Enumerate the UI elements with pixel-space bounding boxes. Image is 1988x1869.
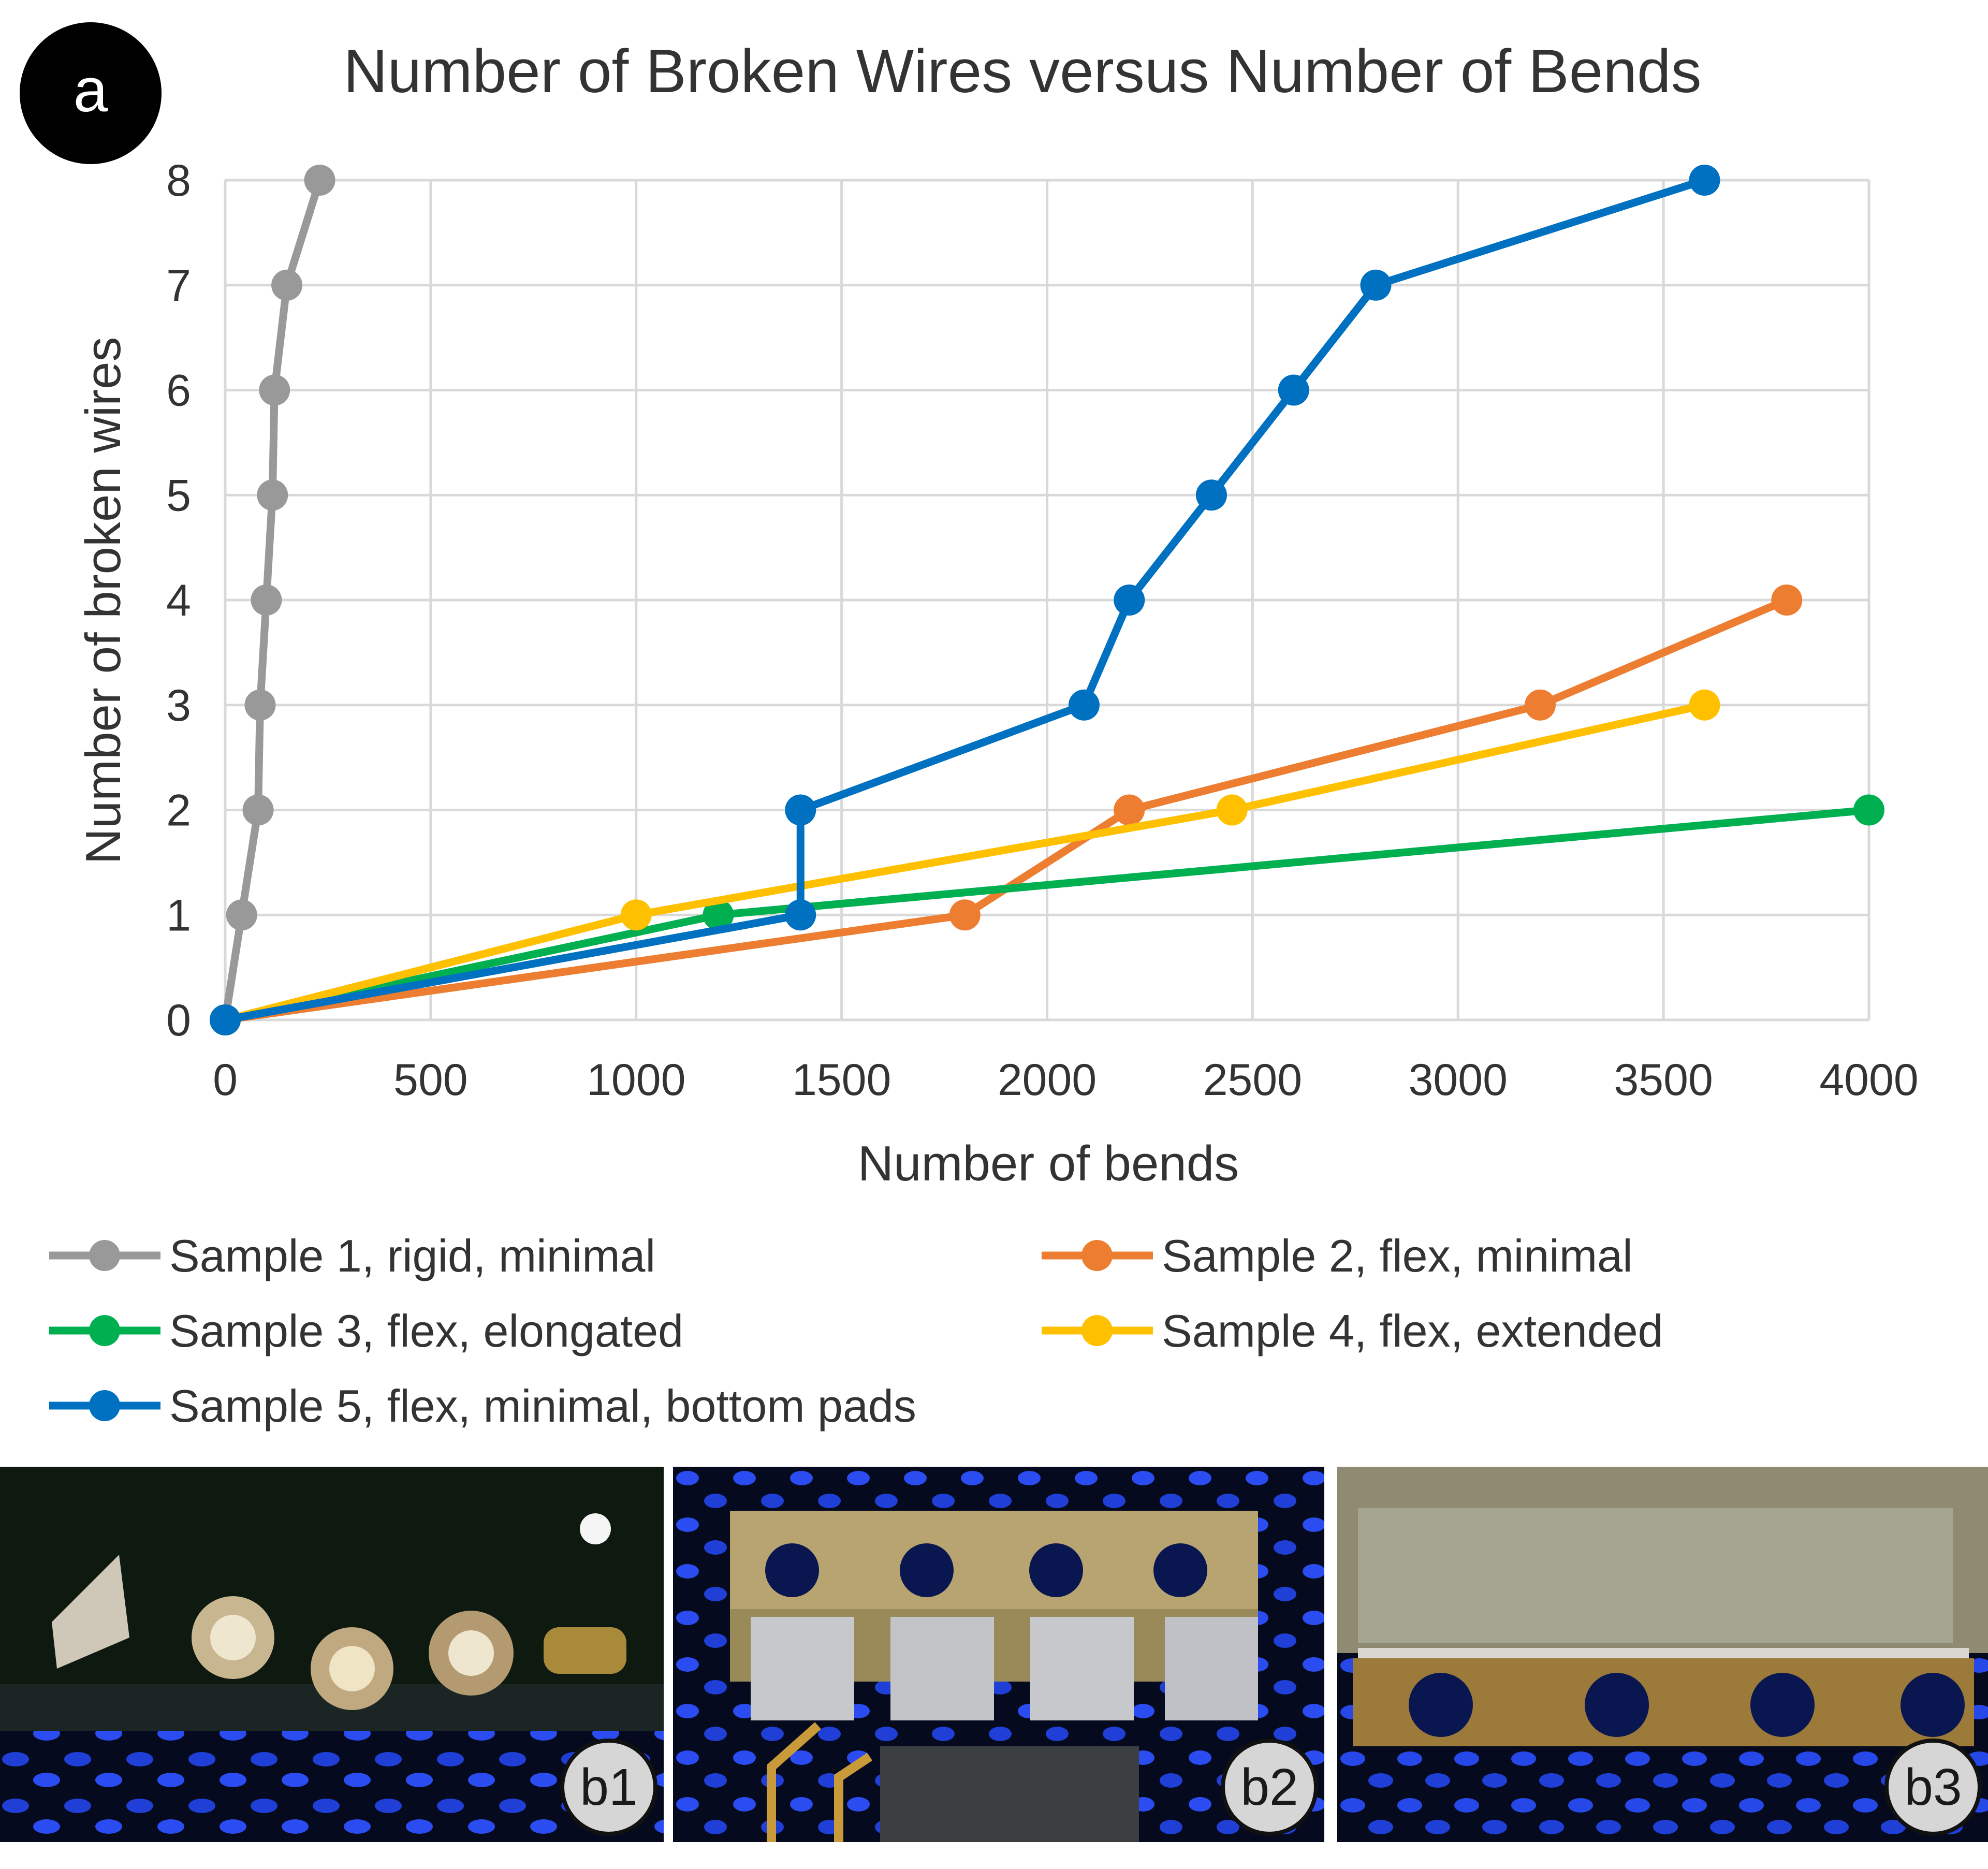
x-axis-label: Number of bends <box>858 1136 1239 1191</box>
data-point <box>1689 165 1720 196</box>
data-point <box>1853 794 1884 826</box>
panel-label: a <box>74 55 108 125</box>
data-point <box>1360 269 1392 301</box>
legend-marker <box>1081 1240 1113 1271</box>
data-point <box>785 794 816 826</box>
photo-b3-image <box>1337 1467 1988 1842</box>
legend-marker <box>89 1315 120 1346</box>
data-point <box>1196 479 1227 511</box>
x-tick-label: 1500 <box>792 1055 891 1105</box>
data-point <box>1278 374 1309 406</box>
x-tick-label: 3000 <box>1409 1055 1508 1105</box>
y-tick-label: 0 <box>166 996 191 1045</box>
legend-label: Sample 3, flex, elongated <box>169 1305 683 1356</box>
photo-b3-label: b3 <box>1884 1739 1982 1836</box>
chart-title: Number of Broken Wires versus Number of … <box>343 37 1701 106</box>
photo-b1: b1 <box>0 1467 664 1842</box>
chart: 0 500 1000 1500 2000 2500 3000 3500 4000 0 1 2 3 4 5 6 7… <box>20 22 1919 1432</box>
data-point <box>226 899 257 931</box>
series-lines <box>210 165 1884 1035</box>
data-point <box>1114 794 1145 826</box>
legend-item: Sample 5, flex, minimal, bottom pads <box>49 1380 916 1432</box>
data-point <box>259 374 290 406</box>
y-tick-label: 7 <box>166 261 191 311</box>
data-point <box>251 585 282 616</box>
data-point <box>1216 794 1248 826</box>
legend-label: Sample 2, flex, minimal <box>1162 1230 1633 1281</box>
data-point <box>949 899 981 931</box>
y-tick-label: 4 <box>166 576 191 625</box>
y-tick-label: 2 <box>166 786 191 836</box>
series-line <box>224 701 1706 1024</box>
data-point <box>1068 689 1100 721</box>
y-tick-label: 6 <box>166 366 191 416</box>
legend-label: Sample 4, flex, extended <box>1162 1305 1663 1356</box>
y-tick-label: 5 <box>166 471 191 520</box>
legend-label: Sample 1, rigid, minimal <box>169 1230 655 1281</box>
x-tick-label: 4000 <box>1819 1055 1918 1105</box>
data-point <box>620 899 652 931</box>
x-tick-label: 3500 <box>1614 1055 1713 1105</box>
legend-marker <box>89 1240 120 1271</box>
series-1 <box>210 165 335 1035</box>
data-point <box>271 269 303 301</box>
legend-item: Sample 4, flex, extended <box>1042 1305 1663 1356</box>
legend-item: Sample 1, rigid, minimal <box>49 1230 655 1281</box>
data-point <box>304 165 335 196</box>
data-point <box>1525 689 1556 721</box>
data-point <box>1689 689 1720 721</box>
legend-label: Sample 5, flex, minimal, bottom pads <box>169 1380 916 1432</box>
y-tick-label: 3 <box>166 681 191 731</box>
legend-item: Sample 3, flex, elongated <box>49 1305 683 1356</box>
x-tick-label: 2000 <box>998 1055 1097 1105</box>
grid <box>224 179 1870 1021</box>
photo-b2-label: b2 <box>1221 1739 1318 1836</box>
data-point <box>244 689 276 721</box>
x-tick-label: 1000 <box>587 1055 685 1105</box>
panel-label-badge <box>20 22 162 164</box>
y-tick-label: 8 <box>166 156 191 206</box>
data-point <box>703 899 734 931</box>
x-tick-label: 500 <box>393 1055 468 1105</box>
axis-ticks: 0 500 1000 1500 2000 2500 3000 3500 4000 0 1 2 3 4 5 6 7… <box>166 156 1919 1105</box>
series-5 <box>210 165 1720 1035</box>
photo-b2-image <box>673 1467 1324 1842</box>
legend-item: Sample 2, flex, minimal <box>1042 1230 1633 1281</box>
legend: Sample 1, rigid, minimal Sample 2, flex, … <box>49 1230 1663 1432</box>
photo-b2: b2 <box>673 1467 1324 1842</box>
legend-marker <box>89 1390 120 1421</box>
y-axis-label: Number of broken wires <box>76 337 131 864</box>
y-tick-label: 1 <box>166 890 191 940</box>
legend-marker <box>1081 1315 1113 1346</box>
data-point <box>1771 585 1803 616</box>
data-point <box>785 899 816 931</box>
x-tick-label: 2500 <box>1203 1055 1302 1105</box>
data-point <box>242 794 274 826</box>
data-point <box>1114 585 1145 616</box>
x-tick-label: 0 <box>213 1055 238 1105</box>
photo-b3: b3 <box>1337 1467 1988 1842</box>
data-point <box>257 479 288 511</box>
data-point <box>210 1004 241 1035</box>
photo-b1-label: b1 <box>560 1739 657 1836</box>
photo-b1-image <box>0 1467 664 1842</box>
